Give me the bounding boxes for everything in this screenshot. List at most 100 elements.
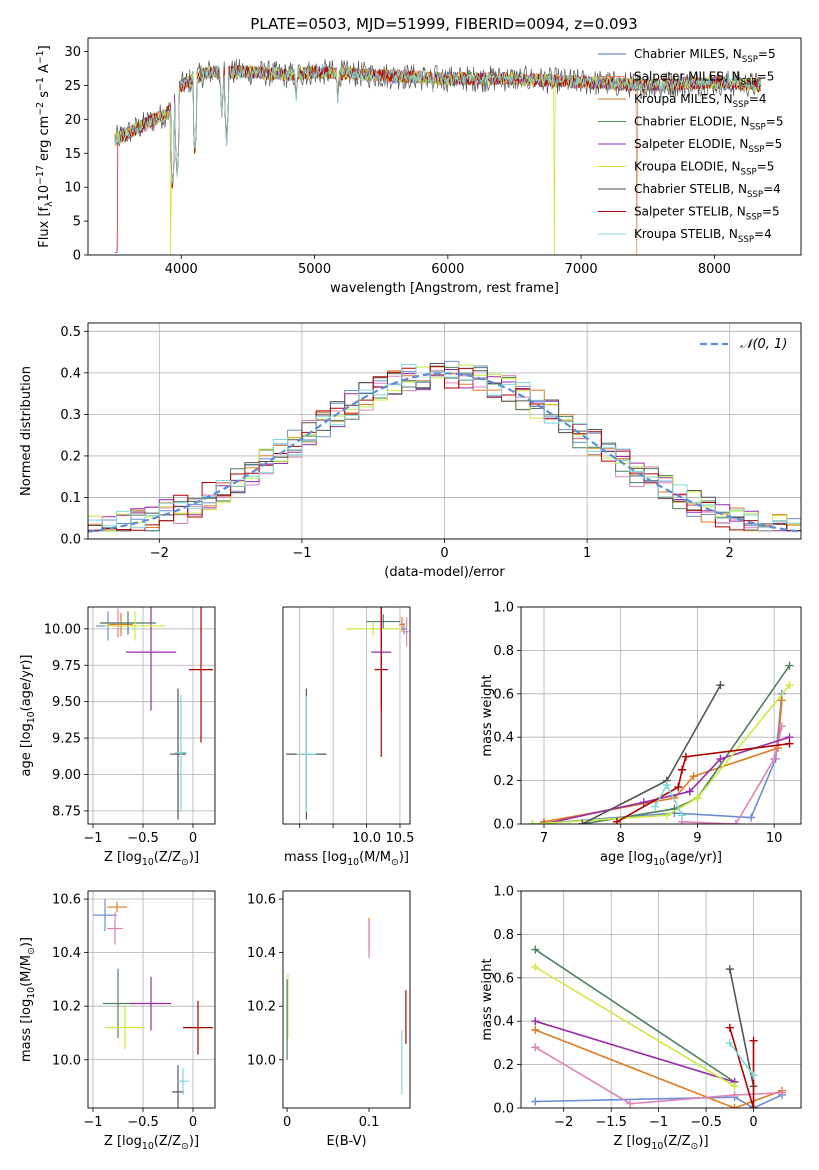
plot-area — [93, 899, 213, 1108]
mass-weight-line — [682, 726, 783, 824]
y-tick-label: 10.4 — [247, 946, 276, 961]
mass-weight-marker — [725, 965, 734, 974]
y-tick-label: 0.0 — [493, 1102, 514, 1117]
mass-weight-line — [616, 742, 790, 823]
x-tick-label: −1 — [83, 831, 102, 846]
x-tick-label: 10.5 — [385, 831, 414, 846]
panel-age-vs-mass: 10.0 10.5 mass [log10(M/M⊙)] — [282, 606, 414, 868]
y-tick-label: 10 — [64, 181, 81, 196]
x-axis-label: Z [log10(Z/Z⊙)] — [104, 850, 199, 868]
plot-area — [528, 661, 794, 824]
x-tick-label: 10 — [766, 831, 783, 846]
mass-weight-marker — [531, 1043, 540, 1052]
mass-weight-marker — [578, 820, 587, 824]
panel-mass-vs-EBV: 0 0.1 10.0 10.2 10.4 10.6 E(B-V) — [247, 890, 411, 1149]
y-tick-label: 10.2 — [247, 1000, 276, 1015]
y-axis-label: Normed distribution — [19, 366, 34, 496]
x-tick-label: −1 — [83, 1115, 102, 1130]
panel-residual-histogram: −2 −1 0 1 2 0.0 0.1 0.2 0.3 0.4 0.5 (data-model)/er… — [19, 322, 802, 580]
y-tick-label: 0.1 — [60, 491, 81, 506]
x-axis-label: Z [log10(Z/Z⊙)] — [104, 1134, 199, 1152]
y-tick-label: 1.0 — [493, 885, 514, 900]
panels: 4000 5000 6000 7000 8000051015202530waveleng… — [19, 37, 802, 1152]
mass-weight-marker — [730, 1090, 739, 1099]
y-tick-label: 10.0 — [247, 1053, 276, 1068]
x-tick-label: −0.5 — [690, 1115, 722, 1130]
y-tick-label: 10.6 — [52, 893, 81, 908]
y-tick-label: 0.0 — [60, 533, 81, 548]
legend-entry: 𝒩(0, 1) — [740, 337, 787, 352]
mass-weight-line — [534, 1020, 735, 1083]
mass-weight-marker — [693, 793, 702, 802]
mass-weight-marker — [785, 661, 794, 670]
y-tick-label: 20 — [64, 113, 81, 128]
y-tick-label: 0.2 — [493, 774, 514, 789]
y-tick-label: 10.00 — [44, 622, 81, 637]
x-axis-label: age [log10(age/yr)] — [600, 850, 722, 868]
mass-weight-marker — [685, 787, 694, 796]
mass-weight-line — [534, 1046, 783, 1105]
y-tick-label: 10.0 — [52, 1053, 81, 1068]
y-tick-label: 25 — [64, 79, 81, 94]
y-tick-label: 0.6 — [493, 971, 514, 986]
y-tick-label: 10.2 — [52, 1000, 81, 1015]
mass-weight-marker — [770, 754, 779, 763]
x-tick-label: 8000 — [698, 262, 731, 277]
mass-weight-marker — [730, 1104, 739, 1108]
plot-area — [114, 58, 762, 255]
legend-entry: Kroupa ELODIE, NSSP=5 — [634, 160, 774, 178]
x-tick-label: 7000 — [565, 262, 598, 277]
y-tick-label: 0.4 — [60, 366, 81, 381]
y-tick-label: 10.4 — [52, 946, 81, 961]
plot-area — [88, 360, 801, 533]
mass-weight-marker — [612, 817, 621, 824]
y-tick-label: 10.6 — [247, 893, 276, 908]
x-axis-label: Z [log10(Z/Z⊙)] — [613, 1134, 708, 1152]
x-tick-label: 6000 — [431, 262, 464, 277]
y-tick-label: 30 — [64, 45, 81, 60]
mass-weight-marker — [749, 1036, 758, 1045]
panel-mass-weight-vs-age: 7 8 9 10 0.0 0.2 0.4 0.6 0.8 1.0 age [log10(age/yr… — [480, 601, 802, 868]
y-tick-label: 9.00 — [52, 768, 81, 783]
mass-weight-marker — [531, 1097, 540, 1106]
y-tick-label: 0.4 — [493, 1015, 514, 1030]
y-tick-label: 9.75 — [52, 659, 81, 674]
panel-mass-vs-Z: −1 −0.5 0 10.0 10.2 10.4 10.6 Z [log10(Z/Z⊙)] ma… — [19, 890, 216, 1152]
legend-entry: Salpeter ELODIE, NSSP=5 — [634, 137, 782, 155]
plot-area — [286, 607, 409, 820]
y-axis-label: mass weight — [480, 958, 495, 1040]
mass-weight-marker — [662, 780, 671, 789]
y-tick-label: 9.25 — [52, 732, 81, 747]
mass-weight-marker — [674, 783, 683, 792]
mass-weight-marker — [777, 696, 786, 705]
x-tick-label: −0.5 — [127, 831, 159, 846]
y-tick-label: 0 — [73, 249, 81, 264]
mass-weight-marker — [678, 811, 687, 820]
plot-area — [531, 945, 787, 1108]
y-tick-label: 0.4 — [493, 731, 514, 746]
mass-weight-line — [543, 700, 783, 823]
panel-age-vs-Z: −1 −0.5 0 8.75 9.00 9.25 9.50 9.75 10.00 Z [log10… — [19, 606, 216, 868]
mass-weight-line — [534, 948, 736, 1083]
mass-weight-marker — [528, 820, 537, 824]
x-axis-label: wavelength [Angstrom, rest frame] — [330, 281, 559, 296]
y-axis-label: mass weight — [480, 674, 495, 756]
panel-mass-weight-vs-Z: −2 −1.5 −1 −0.5 0 0.0 0.2 0.4 0.6 0.8 1.0 Z [log10(… — [480, 885, 802, 1152]
mass-weight-marker — [531, 1025, 540, 1034]
x-tick-label: 0 — [189, 831, 197, 846]
axes-frame — [87, 322, 802, 540]
y-tick-label: 9.50 — [52, 695, 81, 710]
mass-weight-line — [534, 1029, 783, 1108]
mass-weight-marker — [531, 945, 540, 954]
y-tick-label: 5 — [73, 215, 81, 230]
axes-frame — [520, 606, 802, 825]
mass-weight-marker — [785, 739, 794, 748]
x-tick-label: 0 — [749, 1115, 757, 1130]
x-tick-label: −2 — [554, 1115, 573, 1130]
mass-weight-marker — [681, 752, 690, 761]
x-tick-label: 0.1 — [359, 1115, 380, 1130]
mass-weight-marker — [716, 681, 725, 690]
mass-weight-line — [582, 665, 791, 824]
y-tick-label: 0.6 — [493, 687, 514, 702]
